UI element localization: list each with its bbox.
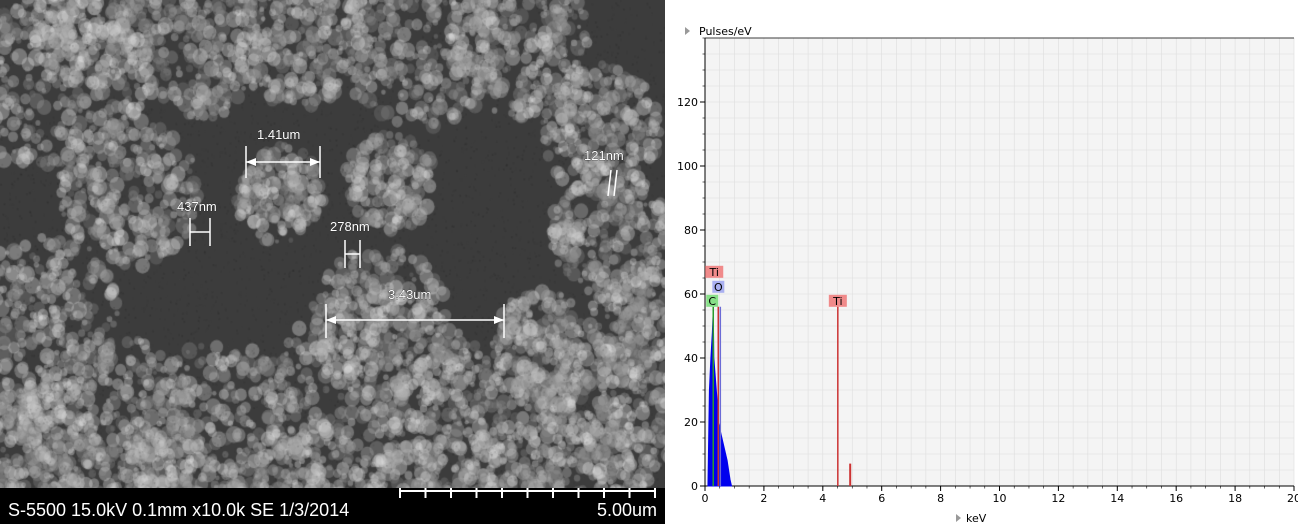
y-tick-label: 0 (691, 480, 698, 493)
peak-label: C (708, 295, 716, 308)
peak-label: O (714, 281, 723, 294)
eds-spectrum-chart: 0 2 4 6 8 10 12 14 16 18 20 0 20 40 60 80 100 120 Pulses/e… (672, 0, 1298, 524)
y-tick-label: 60 (684, 288, 698, 301)
peak-label-background (712, 280, 725, 293)
x-tick-label: 8 (937, 492, 944, 505)
sem-scale-bar (399, 488, 656, 498)
measurement-3: 278nm (330, 219, 370, 268)
peak-label: Ti (709, 266, 719, 279)
y-tick-label: 20 (684, 416, 698, 429)
measurement-label-1: 1.41um (257, 127, 300, 142)
measurement-2: 437nm (177, 199, 217, 246)
x-tick-label: 16 (1169, 492, 1183, 505)
xlabel-arrow-icon (956, 514, 961, 522)
sem-info-text: S-5500 15.0kV 0.1mm x10.0k SE 1/3/2014 (8, 500, 350, 520)
measurement-label-4: 121nm (584, 148, 624, 163)
y-tick-label: 40 (684, 352, 698, 365)
measurement-1: 1.41um (245, 127, 321, 178)
x-tick-label: 4 (819, 492, 826, 505)
sem-image (0, 0, 665, 524)
y-tick-label: 100 (677, 160, 698, 173)
y-tick-label: 120 (677, 96, 698, 109)
x-tick-label: 6 (878, 492, 885, 505)
measurement-4: 121nm (584, 148, 624, 197)
y-tick-label: 80 (684, 224, 698, 237)
measurement-overlay: 1.41um 437nm 278nm 121nm (177, 127, 624, 338)
measurement-label-2: 437nm (177, 199, 217, 214)
x-tick-label: 0 (702, 492, 709, 505)
peak-label-background (706, 294, 719, 307)
peak-label-background (828, 294, 847, 307)
ylabel-arrow-icon (685, 27, 690, 35)
sem-info-bar (0, 488, 665, 524)
x-axis-title: keV (966, 512, 987, 524)
x-tick-label: 14 (1110, 492, 1124, 505)
x-tick-label: 10 (993, 492, 1007, 505)
x-tick-label: 12 (1051, 492, 1065, 505)
eds-spectrum-svg: 0 2 4 6 8 10 12 14 16 18 20 0 20 40 60 80 100 120 Pulses/e… (677, 25, 1298, 524)
peak-label: Ti (832, 295, 842, 308)
y-axis-title: Pulses/eV (699, 25, 752, 38)
x-tick-label: 2 (760, 492, 767, 505)
sem-micrograph: 1.41um 437nm 278nm 121nm (0, 0, 665, 524)
peak-label-background (705, 265, 724, 278)
measurement-label-5: 3.43um (388, 287, 431, 302)
sem-scale-label: 5.00um (596, 500, 657, 520)
measurement-5: 3.43um (325, 287, 505, 338)
x-tick-label: 18 (1228, 492, 1242, 505)
x-tick-label: 20 (1287, 492, 1298, 505)
measurement-label-3: 278nm (330, 219, 370, 234)
